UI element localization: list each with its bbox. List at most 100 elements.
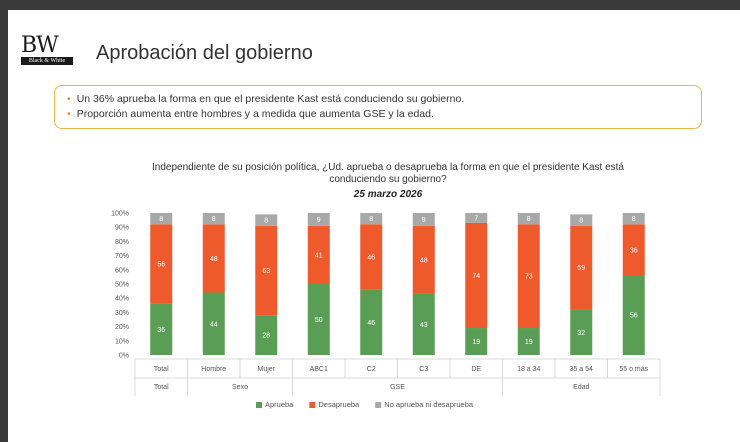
bar-segment-aprueba — [202, 292, 225, 355]
bar-data-label: 19 — [525, 339, 533, 346]
bar-segment-desaprueba — [307, 225, 330, 284]
bar-data-label: 43 — [420, 322, 428, 329]
bar-segment-no-aprueba-ni-desaprueba — [150, 213, 173, 225]
bar-segment-desaprueba — [622, 224, 645, 276]
group-label: Total — [154, 384, 169, 391]
summary-box: • Un 36% aprueba la forma en que el presi… — [54, 85, 702, 129]
bar-segment-desaprueba — [150, 224, 173, 304]
bar-data-label: 8 — [212, 216, 216, 223]
bar-data-label: 9 — [317, 217, 321, 224]
logo-sub-text: Black & White — [21, 57, 73, 65]
bar-data-label: 8 — [632, 216, 636, 223]
group-label: Sexo — [232, 384, 248, 391]
group-label: Edad — [573, 384, 589, 391]
x-tick-label: DE — [471, 366, 481, 373]
bar-segment-no-aprueba-ni-desaprueba — [622, 213, 645, 225]
x-tick-label: 35 a 54 — [570, 366, 593, 373]
summary-bullet: • Un 36% aprueba la forma en que el presi… — [67, 92, 689, 107]
bar-data-label: 59 — [577, 265, 585, 272]
bar-data-label: 32 — [577, 330, 585, 337]
legend-label: Desaprueba — [318, 400, 360, 409]
x-tick-label: Total — [154, 366, 169, 373]
summary-bullet-text: Un 36% aprueba la forma en que el presid… — [76, 93, 465, 105]
bar-data-label: 8 — [264, 218, 268, 225]
bar-data-label: 50 — [315, 317, 323, 324]
bar-data-label: 48 — [420, 257, 428, 264]
bar-data-label: 19 — [472, 339, 480, 346]
summary-bullet-text: Proporción aumenta entre hombres y a med… — [76, 108, 434, 120]
bar-segment-no-aprueba-ni-desaprueba — [202, 213, 225, 225]
bar-data-label: 36 — [157, 327, 165, 334]
bar-segment-no-aprueba-ni-desaprueba — [517, 213, 540, 225]
bar-data-label: 44 — [210, 321, 218, 328]
legend-swatch — [256, 402, 262, 408]
bar-data-label: 46 — [367, 255, 375, 262]
bar-segment-no-aprueba-ni-desaprueba — [570, 214, 593, 226]
y-tick-label: 40% — [115, 296, 129, 303]
bar-segment-aprueba — [465, 328, 488, 355]
y-tick-label: 20% — [115, 324, 129, 331]
bar-segment-aprueba — [307, 284, 330, 355]
brand-logo: BW Black & White — [21, 35, 73, 65]
bar-segment-desaprueba — [412, 225, 435, 294]
bar-segment-desaprueba — [517, 224, 540, 329]
bar-segment-aprueba — [412, 293, 435, 355]
y-tick-label: 80% — [115, 239, 129, 246]
x-tick-label: 55 o más — [619, 366, 648, 373]
bar-data-label: 7 — [474, 215, 478, 222]
y-tick-label: 50% — [115, 282, 129, 289]
x-tick-label: C3 — [419, 366, 428, 373]
chart-question-line: Independiente de su posición política, ¿… — [152, 162, 624, 173]
slide: BW Black & White Aprobación del gobierno… — [8, 10, 740, 442]
bar-segment-desaprueba — [360, 224, 383, 290]
y-tick-label: 60% — [115, 267, 129, 274]
bar-data-label: 46 — [367, 320, 375, 327]
x-tick-label: 18 a 34 — [517, 366, 540, 373]
bullet-dot-icon: • — [67, 108, 71, 120]
logo-main-text: BW — [21, 33, 59, 58]
bar-segment-aprueba — [150, 303, 173, 355]
chart-question-line: conduciendo su gobierno? — [329, 174, 447, 185]
y-tick-label: 30% — [115, 310, 129, 317]
legend-label: No aprueba ni desaprueba — [384, 400, 474, 409]
bar-segment-aprueba — [255, 315, 278, 355]
bar-data-label: 63 — [262, 268, 270, 275]
stacked-bar-chart: 0% 10% 20% 30% 40% 50% 60% 70% 80% 90% 100% 36 56 8 44… — [111, 211, 661, 409]
bar-segment-desaprueba — [465, 222, 488, 329]
bar-segment-aprueba — [622, 275, 645, 355]
bar-segment-no-aprueba-ni-desaprueba — [360, 213, 383, 225]
y-tick-label: 10% — [115, 338, 129, 345]
bar-data-label: 9 — [422, 217, 426, 224]
y-tick-label: 100% — [111, 211, 129, 218]
bullet-dot-icon: • — [67, 93, 71, 105]
x-tick-label: Hombre — [201, 366, 226, 373]
x-tick-label: C2 — [367, 366, 376, 373]
bar-segment-aprueba — [517, 328, 540, 355]
chart-date: 25 marzo 2026 — [353, 189, 423, 200]
page-title: Aprobación del gobierno — [96, 42, 313, 64]
bar-data-label: 8 — [579, 218, 583, 225]
bar-data-label: 8 — [159, 216, 163, 223]
x-tick-label: ABC1 — [310, 366, 328, 373]
bar-data-label: 48 — [210, 256, 218, 263]
bar-segment-no-aprueba-ni-desaprueba — [307, 213, 330, 226]
bar-data-label: 36 — [630, 247, 638, 254]
legend-label: Aprueba — [265, 400, 294, 409]
bar-data-label: 8 — [369, 216, 373, 223]
summary-bullet: • Proporción aumenta entre hombres y a me… — [67, 107, 689, 122]
bar-data-label: 73 — [525, 274, 533, 281]
legend-swatch — [375, 402, 382, 408]
bar-segment-desaprueba — [202, 224, 225, 293]
bar-data-label: 41 — [315, 252, 323, 259]
bar-data-label: 28 — [262, 333, 270, 340]
bar-segment-no-aprueba-ni-desaprueba — [412, 213, 435, 226]
bar-data-label: 56 — [630, 313, 638, 320]
y-tick-label: 90% — [115, 225, 129, 232]
group-label: GSE — [390, 384, 405, 391]
bar-data-label: 8 — [527, 216, 531, 223]
bar-segment-desaprueba — [255, 225, 278, 316]
bar-data-label: 56 — [157, 262, 165, 269]
y-tick-label: 70% — [115, 253, 129, 260]
bar-segment-no-aprueba-ni-desaprueba — [465, 213, 488, 223]
bar-data-label: 74 — [472, 273, 480, 280]
